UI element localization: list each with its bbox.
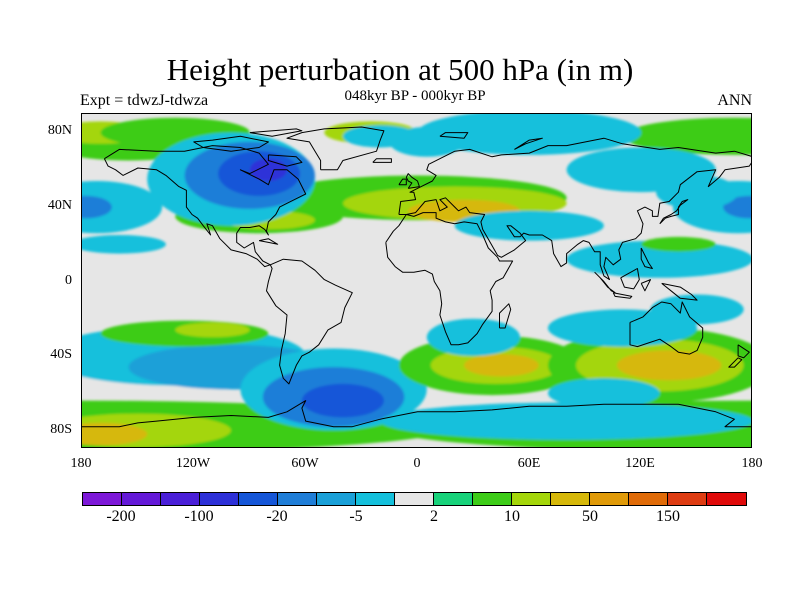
colorbar-label: -200 xyxy=(106,508,136,525)
perturbation-region xyxy=(417,114,642,155)
perturbation-region xyxy=(650,294,744,325)
colorbar-swatch xyxy=(278,493,317,505)
lat-tick-label: 40S xyxy=(50,347,72,362)
coastline xyxy=(82,400,751,428)
coastline xyxy=(398,137,751,281)
colorbar-swatch xyxy=(590,493,629,505)
perturbation-region xyxy=(656,175,739,209)
coastline xyxy=(286,126,385,171)
coastline xyxy=(499,303,512,329)
perturbation-region xyxy=(82,181,163,234)
colorbar-label: -5 xyxy=(349,508,363,525)
coastline xyxy=(659,199,689,225)
coastline xyxy=(728,357,743,368)
coastline xyxy=(514,137,543,150)
lon-tick-label: 120E xyxy=(625,456,655,471)
experiment-label: Expt = tdwzJ-tdwza xyxy=(80,92,209,109)
perturbation-region xyxy=(249,158,287,181)
coastline xyxy=(372,158,392,163)
coastline xyxy=(103,145,307,268)
colorbar-swatch xyxy=(629,493,668,505)
perturbation-region xyxy=(454,210,604,241)
lon-tick-label: 120W xyxy=(175,456,211,471)
coastline xyxy=(620,268,640,290)
coastline xyxy=(737,344,750,359)
coastline xyxy=(266,258,353,385)
coastline xyxy=(640,247,653,269)
lon-tick-label: 0 xyxy=(413,456,421,471)
coastline xyxy=(258,238,279,245)
perturbation-region xyxy=(548,378,660,409)
perturbation-region xyxy=(82,195,112,219)
colorbar-swatch xyxy=(395,493,434,505)
perturbation-region xyxy=(380,402,751,440)
colorbar xyxy=(82,492,747,506)
lat-tick-label: 0 xyxy=(65,273,72,288)
coastline xyxy=(385,212,514,346)
plot-title: Height perturbation at 500 hPa (in m) xyxy=(166,52,634,87)
coastlines xyxy=(82,126,751,428)
colorbar-label: 2 xyxy=(430,508,438,525)
coastline xyxy=(661,282,698,301)
perturbation-region xyxy=(82,235,166,254)
lon-tick-label: 60W xyxy=(291,456,319,471)
perturbation-region xyxy=(389,127,465,157)
coastline xyxy=(405,173,420,189)
coastline xyxy=(612,292,633,299)
colorbar-label: -20 xyxy=(266,508,288,525)
perturbation-region xyxy=(616,350,722,381)
lat-tick-label: 40N xyxy=(47,198,72,213)
perturbation-region xyxy=(641,236,716,252)
colorbar-label: 150 xyxy=(656,508,680,525)
season-label: ANN xyxy=(717,92,752,109)
perturbation-region xyxy=(464,354,539,377)
colorbar-label: 10 xyxy=(504,508,520,525)
perturbation-region xyxy=(547,309,698,347)
coastline xyxy=(398,178,407,186)
colorbar-label: -100 xyxy=(184,508,214,525)
colorbar-swatch xyxy=(551,493,590,505)
colorbar-swatch xyxy=(707,493,746,505)
colorbar-swatch xyxy=(473,493,512,505)
colorbar-swatch xyxy=(317,493,356,505)
colorbar-swatch xyxy=(356,493,395,505)
colorbar-swatch xyxy=(512,493,551,505)
colorbar-label: 50 xyxy=(582,508,598,525)
coastline xyxy=(594,271,616,294)
coastline xyxy=(629,301,704,355)
lon-tick-label: 60E xyxy=(517,456,541,471)
perturbation-region xyxy=(301,383,384,418)
colorbar-swatch xyxy=(83,493,122,505)
colorbar-swatch xyxy=(434,493,473,505)
colorbar-swatch xyxy=(200,493,239,505)
lat-tick-label: 80N xyxy=(47,123,72,138)
perturbation-region xyxy=(82,422,148,446)
perturbation-fields xyxy=(82,114,751,447)
map-frame xyxy=(81,113,752,448)
colorbar-swatch xyxy=(122,493,161,505)
period-label: 048kyr BP - 000kyr BP xyxy=(344,88,486,104)
coastline xyxy=(439,132,469,139)
coastline xyxy=(267,154,303,167)
perturbation-region xyxy=(622,117,751,155)
coastline xyxy=(249,128,303,137)
contour-map xyxy=(82,114,751,447)
colorbar-swatch xyxy=(668,493,707,505)
perturbation-region xyxy=(566,240,751,278)
perturbation-region xyxy=(175,322,250,338)
coastline xyxy=(640,279,651,292)
lat-tick-label: 80S xyxy=(50,422,72,437)
coastline xyxy=(193,135,269,152)
colorbar-swatch xyxy=(161,493,200,505)
lon-tick-label: 180 xyxy=(70,456,92,471)
lon-tick-label: 180 xyxy=(741,456,763,471)
colorbar-swatch xyxy=(239,493,278,505)
